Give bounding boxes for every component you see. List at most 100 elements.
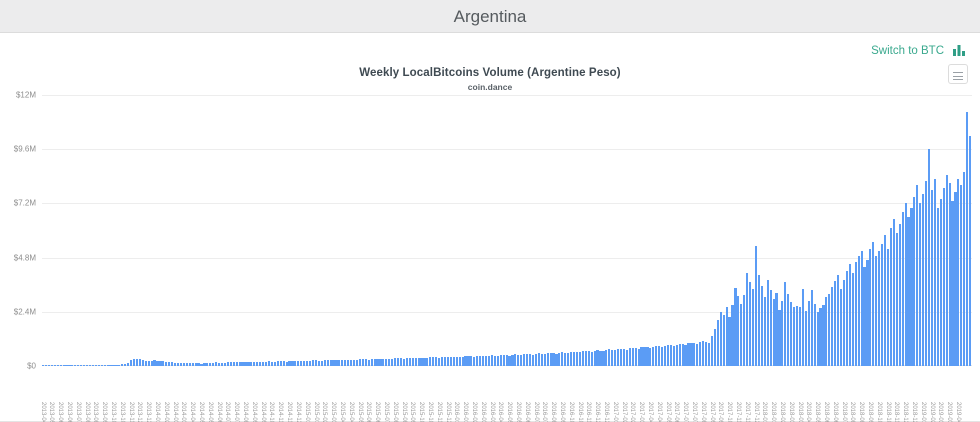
bar[interactable] — [573, 351, 576, 366]
bar[interactable] — [452, 356, 455, 366]
bar[interactable] — [53, 365, 56, 366]
bar[interactable] — [50, 365, 53, 366]
bar[interactable] — [473, 356, 476, 366]
bar[interactable] — [244, 362, 247, 366]
bar[interactable] — [215, 362, 218, 366]
bar[interactable] — [813, 303, 816, 366]
bar[interactable] — [837, 274, 840, 366]
bar[interactable] — [141, 360, 144, 366]
bar[interactable] — [904, 203, 907, 366]
bar[interactable] — [681, 344, 684, 366]
bar[interactable] — [59, 365, 62, 366]
bar[interactable] — [810, 290, 813, 366]
bar[interactable] — [763, 297, 766, 366]
bar[interactable] — [464, 356, 467, 366]
bar[interactable] — [945, 175, 948, 366]
bar[interactable] — [930, 189, 934, 366]
bar[interactable] — [710, 335, 714, 366]
bar[interactable] — [834, 281, 837, 366]
bar[interactable] — [238, 362, 241, 366]
bar[interactable] — [174, 362, 177, 366]
bar[interactable] — [675, 344, 678, 366]
bar[interactable] — [382, 358, 385, 366]
bar[interactable] — [602, 350, 605, 366]
bar[interactable] — [637, 348, 640, 366]
bar[interactable] — [901, 212, 904, 366]
switch-to-btc-link[interactable]: Switch to BTC — [871, 45, 944, 57]
bar[interactable] — [561, 352, 564, 366]
bar[interactable] — [514, 354, 517, 366]
bar[interactable] — [757, 274, 760, 366]
bar[interactable] — [939, 198, 942, 366]
bar[interactable] — [212, 362, 215, 366]
bar[interactable] — [188, 363, 191, 366]
bar[interactable] — [913, 196, 916, 366]
bar[interactable] — [323, 360, 326, 366]
bar[interactable] — [417, 357, 420, 366]
bar[interactable] — [130, 360, 133, 366]
bar[interactable] — [402, 358, 405, 366]
bar[interactable] — [373, 358, 376, 366]
bar[interactable] — [232, 362, 235, 366]
bar[interactable] — [499, 355, 502, 366]
bar[interactable] — [517, 354, 520, 366]
bar[interactable] — [740, 303, 743, 366]
bar[interactable] — [543, 354, 546, 366]
bar[interactable] — [531, 354, 535, 366]
bar[interactable] — [916, 185, 919, 366]
bar[interactable] — [822, 305, 825, 366]
bar[interactable] — [253, 361, 256, 366]
bar[interactable] — [209, 362, 212, 366]
bar[interactable] — [432, 357, 435, 366]
bar[interactable] — [423, 357, 426, 366]
bar[interactable] — [537, 353, 540, 366]
bar[interactable] — [851, 273, 854, 366]
bar[interactable] — [71, 365, 74, 366]
bar[interactable] — [335, 360, 338, 366]
bar[interactable] — [435, 357, 438, 366]
bar[interactable] — [628, 348, 631, 366]
bar[interactable] — [165, 361, 168, 366]
bar[interactable] — [458, 356, 461, 366]
bar[interactable] — [581, 351, 584, 366]
bar[interactable] — [493, 355, 496, 366]
bar[interactable] — [969, 135, 972, 366]
bar[interactable] — [150, 361, 153, 366]
bar[interactable] — [511, 354, 514, 366]
bar[interactable] — [614, 350, 617, 366]
bar[interactable] — [355, 360, 359, 366]
bar[interactable] — [699, 342, 702, 366]
bar[interactable] — [112, 364, 115, 366]
bar[interactable] — [282, 361, 285, 366]
bar[interactable] — [490, 355, 494, 366]
bar[interactable] — [185, 363, 188, 366]
bar[interactable] — [889, 228, 892, 366]
bar[interactable] — [297, 361, 300, 366]
bar[interactable] — [159, 360, 162, 366]
bar[interactable] — [241, 361, 244, 366]
bar[interactable] — [567, 353, 570, 366]
bar[interactable] — [100, 365, 103, 366]
bar[interactable] — [696, 343, 699, 366]
bar[interactable] — [124, 363, 127, 366]
bar[interactable] — [80, 365, 83, 366]
bar[interactable] — [294, 361, 297, 366]
bar[interactable] — [546, 353, 549, 366]
bar[interactable] — [875, 256, 878, 366]
bar[interactable] — [848, 264, 851, 366]
bar[interactable] — [344, 360, 347, 366]
bar[interactable] — [693, 343, 696, 366]
bar[interactable] — [599, 350, 602, 366]
bar[interactable] — [795, 306, 799, 366]
bar[interactable] — [42, 365, 45, 366]
bar[interactable] — [194, 363, 197, 366]
bar[interactable] — [807, 300, 810, 366]
bar[interactable] — [702, 341, 705, 366]
bar[interactable] — [936, 207, 939, 366]
bar[interactable] — [552, 353, 555, 366]
bar[interactable] — [690, 342, 693, 366]
bar[interactable] — [845, 271, 848, 366]
bar[interactable] — [440, 357, 444, 366]
bar[interactable] — [793, 307, 796, 366]
bar[interactable] — [86, 365, 89, 366]
